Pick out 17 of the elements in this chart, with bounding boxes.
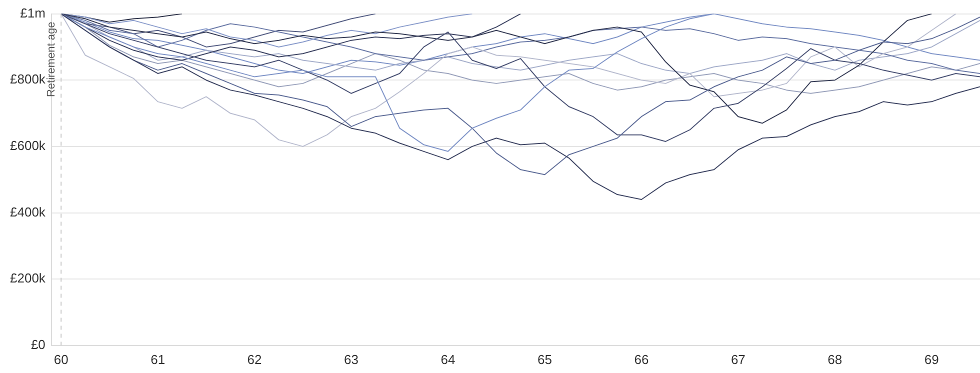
x-tick-label: 63 (344, 352, 359, 367)
y-tick-label: £0 (30, 336, 46, 352)
ref-line-label: Retirement age (46, 22, 58, 98)
y-tick-label: £200k (10, 270, 46, 286)
x-tick-label: 61 (150, 352, 166, 367)
x-tick-label: 60 (54, 352, 68, 367)
y-tick-label: £400k (10, 204, 46, 220)
y-tick-label: £800k (10, 72, 46, 87)
x-tick-label: 65 (537, 352, 552, 367)
y-tick-label: £1m (20, 5, 46, 20)
x-tick-label: 69 (924, 352, 939, 367)
x-tick-label: 67 (730, 352, 746, 367)
x-tick-label: 64 (440, 352, 456, 367)
x-tick-label: 68 (828, 352, 842, 367)
x-tick-label: 62 (247, 352, 262, 367)
x-tick-label: 66 (634, 352, 649, 367)
y-tick-label: £600k (10, 138, 46, 154)
